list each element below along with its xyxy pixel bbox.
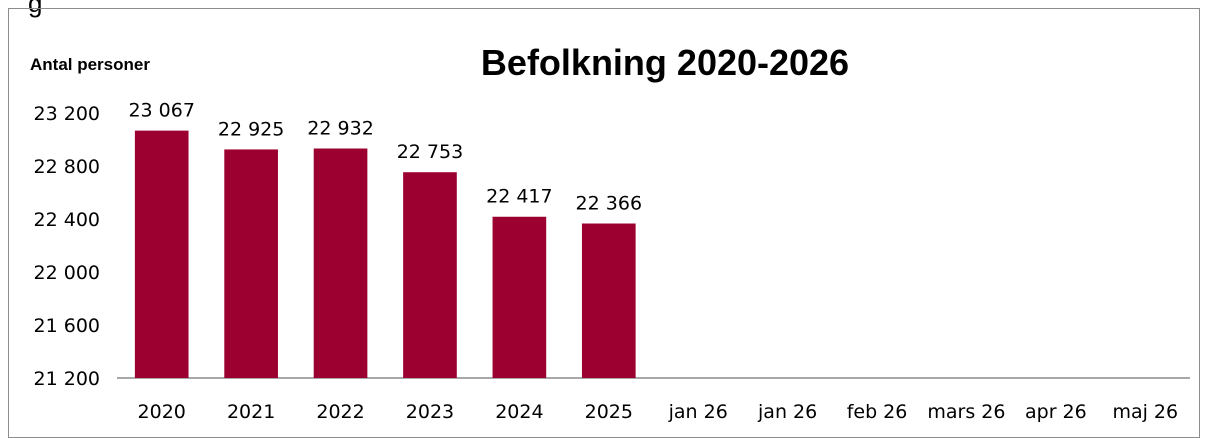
data-label: 22 932 (307, 118, 373, 140)
chart-title: Befolkning 2020-2026 (480, 42, 850, 83)
bar (134, 130, 189, 378)
data-label: 22 417 (486, 186, 552, 208)
bar (313, 148, 368, 378)
y-tick-label: 22 400 (34, 209, 100, 231)
y-tick-label: 23 200 (34, 103, 100, 125)
x-tick-label: jan 26 (668, 401, 728, 423)
x-tick-label: mars 26 (927, 401, 1005, 423)
x-tick-label: jan 26 (757, 401, 817, 423)
bar (581, 223, 636, 378)
data-label: 22 753 (397, 141, 463, 163)
x-tick-label: 2021 (227, 401, 275, 423)
y-axis-label: Antal personer (30, 55, 150, 74)
x-tick-label: feb 26 (847, 401, 908, 423)
x-tick-label: 2020 (138, 401, 186, 423)
bar (492, 216, 547, 378)
cropped-text: g (28, 0, 43, 18)
bar (403, 172, 457, 378)
data-label: 22 925 (218, 118, 284, 140)
data-label: 23 067 (128, 100, 194, 122)
x-tick-label: apr 26 (1025, 401, 1087, 423)
y-tick-label: 21 600 (34, 315, 100, 337)
data-label: 22 366 (576, 193, 642, 215)
y-tick-label: 22 000 (34, 262, 100, 284)
x-tick-label: 2024 (495, 401, 543, 423)
x-tick-label: 2023 (406, 401, 454, 423)
y-tick-label: 21 200 (34, 368, 100, 390)
x-tick-label: maj 26 (1112, 401, 1178, 423)
x-tick-label: 2022 (316, 401, 364, 423)
y-tick-label: 22 800 (34, 156, 100, 178)
x-tick-label: 2025 (585, 401, 633, 423)
bar (224, 149, 278, 378)
